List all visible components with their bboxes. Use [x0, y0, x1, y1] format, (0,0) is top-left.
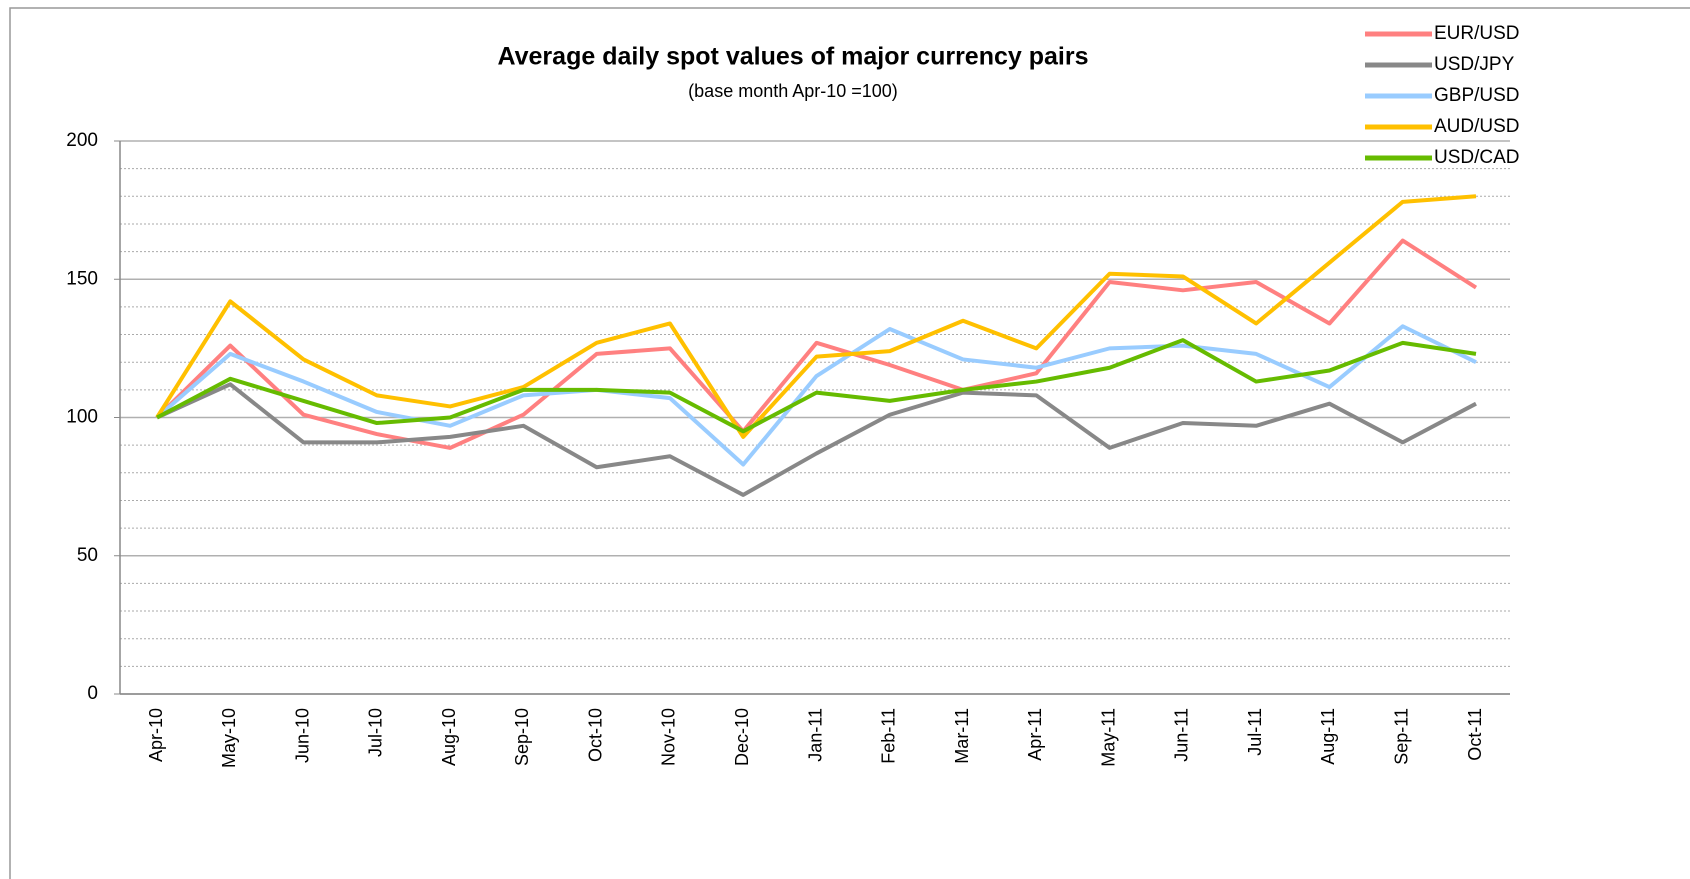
x-tick-label: Oct-11: [1465, 708, 1485, 761]
x-tick-label: Jun-10: [292, 708, 312, 763]
legend-label: USD/JPY: [1434, 54, 1515, 75]
x-tick-label: Mar-11: [952, 708, 972, 764]
series-line: [155, 194, 1477, 439]
x-tick-label: May-11: [1098, 708, 1118, 767]
chart-subtitle: (base month Apr-10 =100): [688, 81, 898, 101]
x-tick-label: Apr-11: [1025, 708, 1045, 761]
x-tick-label: May-10: [219, 708, 239, 768]
x-tick-label: Jul-11: [1245, 708, 1265, 756]
y-tick-label: 100: [66, 407, 98, 428]
x-tick-label: Aug-11: [1318, 708, 1338, 765]
series-line: [155, 324, 1477, 467]
series-line: [156, 338, 1477, 434]
x-tick-label: Dec-10: [732, 708, 752, 766]
x-tick-label: Apr-10: [146, 708, 166, 762]
series-line: [155, 238, 1478, 450]
series-line: [156, 382, 1477, 497]
y-tick-label: 150: [66, 268, 98, 289]
legend-label: AUD/USD: [1434, 116, 1520, 137]
x-tick-label: Jun-11: [1172, 708, 1192, 762]
x-tick-label: Sep-11: [1391, 708, 1411, 765]
legend-label: EUR/USD: [1434, 23, 1520, 44]
x-tick-label: Jan-11: [805, 708, 825, 762]
y-tick-label: 200: [66, 130, 98, 151]
x-tick-label: Oct-10: [585, 708, 605, 762]
x-tick-label: Nov-10: [659, 708, 679, 766]
x-tick-label: Feb-11: [879, 708, 899, 764]
legend-label: USD/CAD: [1434, 147, 1520, 168]
x-tick-label: Jul-10: [366, 708, 386, 757]
chart-frame: [9, 7, 1690, 879]
y-tick-label: 0: [87, 683, 98, 704]
x-tick-label: Aug-10: [439, 708, 459, 766]
legend-label: GBP/USD: [1434, 85, 1520, 106]
y-tick-label: 50: [77, 545, 98, 566]
x-tick-label: Sep-10: [512, 708, 532, 766]
chart-title: Average daily spot values of major curre…: [498, 43, 1089, 71]
